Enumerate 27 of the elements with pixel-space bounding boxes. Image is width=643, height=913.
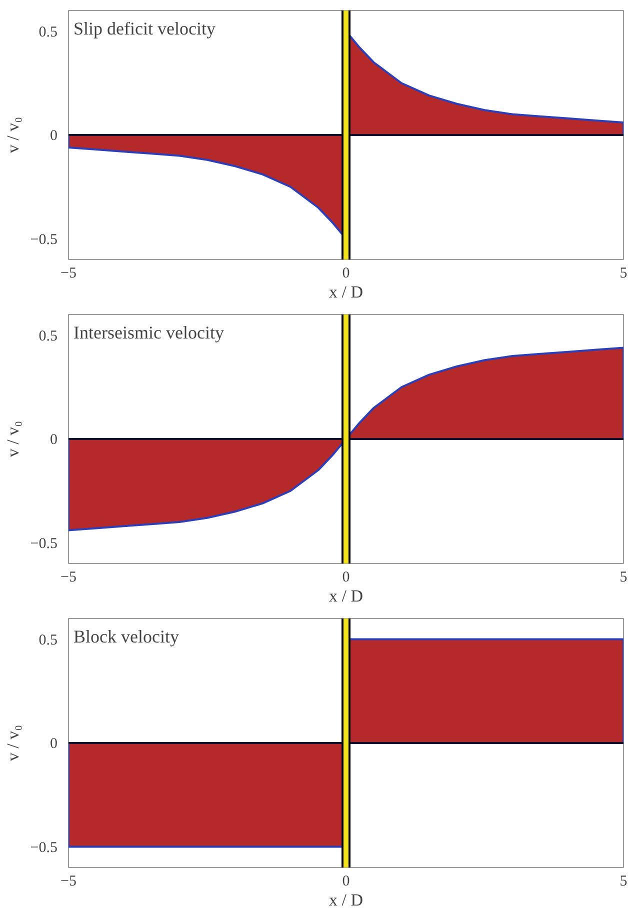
y-axis-title: v / v₀ [3, 420, 22, 458]
y-axis-title: v / v₀ [3, 116, 22, 154]
y-tick-label: 0 [50, 432, 58, 448]
x-tick-label: 5 [620, 266, 628, 282]
y-tick-label: 0.5 [38, 24, 58, 40]
x-tick-label: 5 [620, 570, 628, 586]
y-tick-label: 0.5 [38, 632, 58, 648]
y-tick-label: −0.5 [30, 840, 58, 856]
x-axis-title: x / D [329, 890, 363, 910]
chart-title: Block velocity [74, 626, 179, 646]
x-tick-label: −5 [60, 266, 76, 282]
x-tick-label: −5 [60, 874, 76, 890]
y-tick-label: 0 [50, 128, 58, 144]
x-tick-label: 0 [342, 570, 350, 586]
y-axis-title: v / v₀ [3, 724, 22, 762]
chart-title: Interseismic velocity [74, 322, 224, 342]
x-tick-label: −5 [60, 570, 76, 586]
y-tick-label: 0 [50, 736, 58, 752]
y-tick-label: −0.5 [30, 536, 58, 552]
x-axis-title: x / D [329, 282, 363, 302]
y-tick-label: 0.5 [38, 328, 58, 344]
x-tick-label: 0 [342, 266, 350, 282]
x-tick-label: 0 [342, 874, 350, 890]
text: Slip deficit velocity [74, 18, 216, 38]
x-axis-title: x / D [329, 586, 363, 606]
x-tick-label: 5 [620, 874, 628, 890]
y-tick-label: −0.5 [30, 232, 58, 248]
